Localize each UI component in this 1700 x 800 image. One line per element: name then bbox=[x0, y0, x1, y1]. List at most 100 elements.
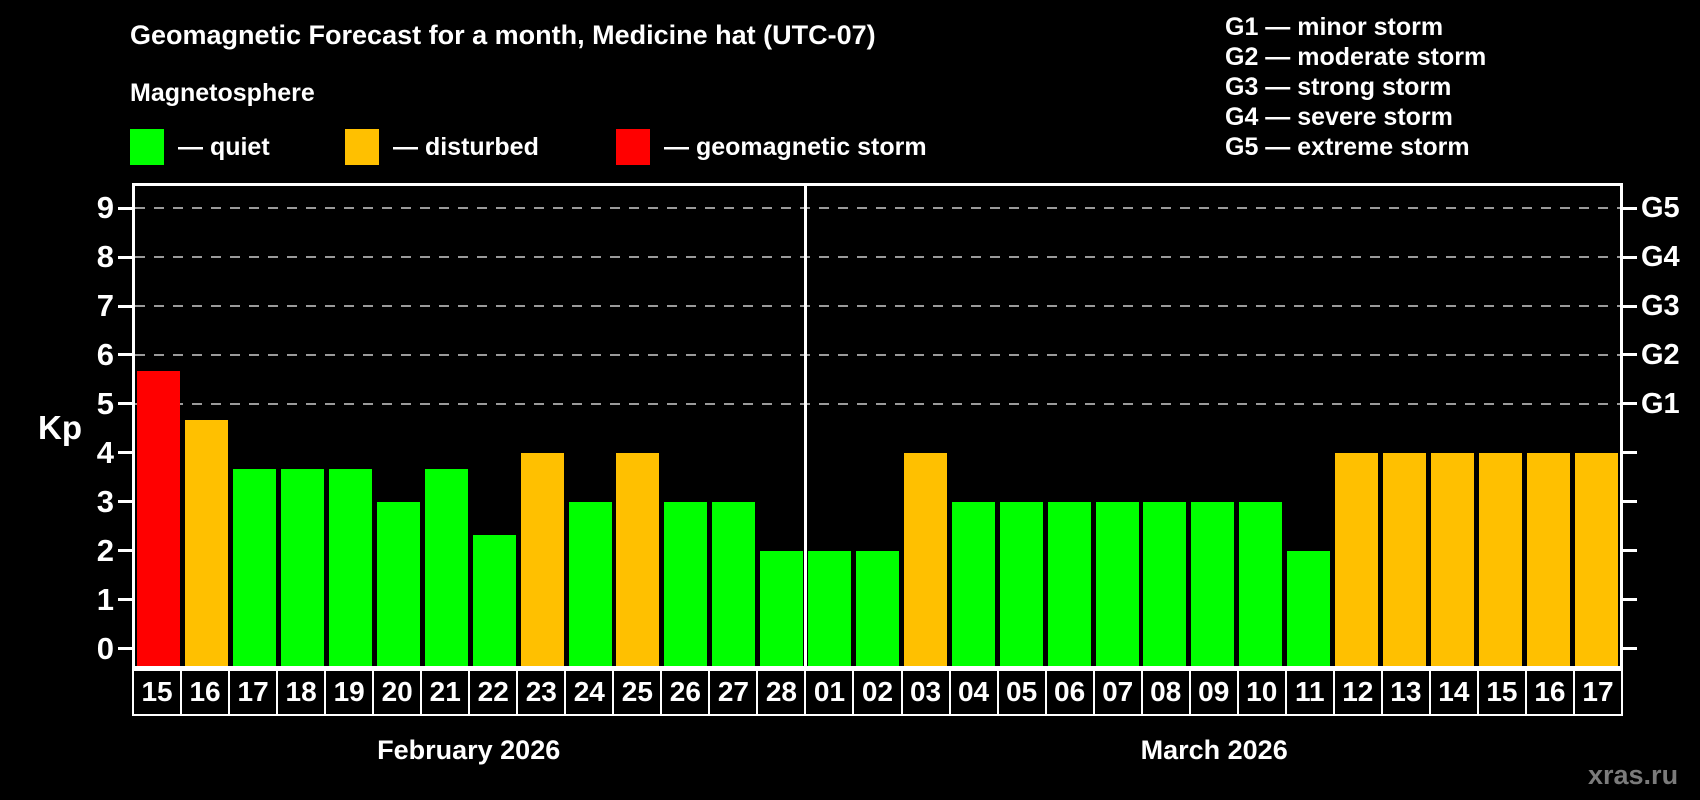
day-label-06: 06 bbox=[1044, 669, 1095, 716]
kp-bar-day-24 bbox=[568, 501, 612, 666]
kp-bar-day-15 bbox=[137, 371, 181, 666]
legend-item-storm: — geomagnetic storm bbox=[616, 129, 927, 165]
quiet-color-swatch bbox=[130, 129, 164, 165]
day-label-24: 24 bbox=[564, 669, 615, 716]
day-label-15: 15 bbox=[132, 669, 183, 716]
y-tick-left-3 bbox=[118, 500, 132, 504]
kp-bar-day-25 bbox=[616, 452, 660, 666]
kp-bar-day-28 bbox=[760, 550, 804, 666]
y-tick-left-7 bbox=[118, 304, 132, 308]
kp-bar-day-26 bbox=[664, 501, 708, 666]
g3-legend-line: G3 — strong storm bbox=[1225, 73, 1452, 101]
kp-bar-day-15 bbox=[1478, 452, 1522, 666]
day-label-12: 12 bbox=[1332, 669, 1383, 716]
g1-legend-line: G1 — minor storm bbox=[1225, 13, 1444, 41]
g2-legend-line: G2 — moderate storm bbox=[1225, 43, 1487, 71]
kp-bar-day-20 bbox=[376, 501, 420, 666]
watermark: xras.ru bbox=[1588, 760, 1679, 790]
day-label-07: 07 bbox=[1092, 669, 1143, 716]
kp-bar-day-08 bbox=[1143, 501, 1187, 666]
y-axis-title: Kp bbox=[38, 409, 82, 446]
kp-bar-day-22 bbox=[472, 534, 516, 666]
storm-color-swatch bbox=[616, 129, 650, 165]
day-label-17: 17 bbox=[228, 669, 279, 716]
y-tick-right-2 bbox=[1623, 549, 1637, 553]
kp-bar-day-23 bbox=[520, 452, 564, 666]
y-tick-left-0 bbox=[118, 647, 132, 651]
magnetosphere-label: Magnetosphere bbox=[130, 79, 315, 107]
day-label-01: 01 bbox=[804, 669, 855, 716]
y-tick-left-6 bbox=[118, 353, 132, 357]
day-label-16: 16 bbox=[180, 669, 231, 716]
day-label-04: 04 bbox=[948, 669, 999, 716]
kp-bar-day-14 bbox=[1430, 452, 1474, 666]
kp-bar-day-06 bbox=[1047, 501, 1091, 666]
day-label-15: 15 bbox=[1476, 669, 1527, 716]
g4-legend-line: G4 — severe storm bbox=[1225, 103, 1453, 131]
legend-storm-label: — geomagnetic storm bbox=[664, 132, 927, 161]
y-tick-label-3: 3 bbox=[96, 483, 114, 519]
y-tick-right-6 bbox=[1623, 353, 1637, 357]
legend-item-disturbed: — disturbed bbox=[345, 129, 539, 165]
kp-bar-day-21 bbox=[424, 469, 468, 666]
kp-bar-day-12 bbox=[1335, 452, 1379, 666]
right-axis-label-G5: G5 bbox=[1641, 192, 1680, 225]
day-label-18: 18 bbox=[276, 669, 327, 716]
y-tick-label-1: 1 bbox=[96, 581, 114, 617]
y-tick-left-8 bbox=[118, 255, 132, 259]
gridline-kp7 bbox=[135, 305, 1620, 307]
y-tick-right-0 bbox=[1623, 647, 1637, 651]
day-label-05: 05 bbox=[996, 669, 1047, 716]
kp-bar-day-03 bbox=[903, 452, 947, 666]
kp-bar-day-13 bbox=[1382, 452, 1426, 666]
right-axis-label-G1: G1 bbox=[1641, 387, 1680, 420]
day-label-03: 03 bbox=[900, 669, 951, 716]
kp-bar-day-10 bbox=[1239, 501, 1283, 666]
y-tick-left-9 bbox=[118, 206, 132, 210]
right-axis-label-G4: G4 bbox=[1641, 241, 1680, 274]
y-tick-left-1 bbox=[118, 598, 132, 602]
gridline-kp5 bbox=[135, 402, 1620, 405]
kp-bar-day-07 bbox=[1095, 501, 1139, 666]
day-label-26: 26 bbox=[660, 669, 711, 716]
y-tick-label-7: 7 bbox=[96, 288, 114, 323]
day-label-21: 21 bbox=[420, 669, 471, 716]
g-scale-legend: G1 — minor storm G2 — moderate storm G3 … bbox=[1225, 12, 1486, 162]
kp-bar-day-05 bbox=[999, 501, 1043, 666]
y-tick-right-8 bbox=[1623, 255, 1637, 259]
day-label-14: 14 bbox=[1428, 669, 1479, 716]
kp-bar-day-16 bbox=[1526, 452, 1570, 666]
y-tick-label-6: 6 bbox=[96, 336, 114, 372]
day-label-25: 25 bbox=[612, 669, 663, 716]
g5-legend-line: G5 — extreme storm bbox=[1225, 133, 1470, 161]
y-tick-label-8: 8 bbox=[96, 239, 114, 275]
y-tick-left-4 bbox=[118, 451, 132, 455]
day-label-10: 10 bbox=[1236, 669, 1287, 716]
disturbed-color-swatch bbox=[345, 129, 379, 165]
kp-bar-day-18 bbox=[281, 469, 325, 666]
legend-quiet-label: — quiet bbox=[178, 132, 270, 161]
day-label-08: 08 bbox=[1140, 669, 1191, 716]
month-label-march: March 2026 bbox=[1140, 735, 1288, 765]
day-label-19: 19 bbox=[324, 669, 375, 716]
y-tick-right-7 bbox=[1623, 304, 1637, 308]
month-separator-line bbox=[804, 186, 808, 666]
y-tick-right-9 bbox=[1623, 206, 1637, 210]
day-label-17: 17 bbox=[1572, 669, 1623, 716]
kp-bar-day-19 bbox=[329, 469, 373, 666]
y-tick-right-1 bbox=[1623, 598, 1637, 602]
legend-disturbed-label: — disturbed bbox=[393, 132, 539, 161]
gridline-kp6 bbox=[135, 353, 1620, 356]
y-tick-label-9: 9 bbox=[96, 190, 114, 226]
kp-bar-day-09 bbox=[1191, 501, 1235, 666]
plot-area bbox=[132, 183, 1623, 669]
y-tick-left-2 bbox=[118, 549, 132, 553]
gridline-kp9 bbox=[135, 207, 1620, 210]
kp-bar-day-11 bbox=[1287, 550, 1331, 666]
x-axis-day-labels: 15 16 17 18 19 20 21 22 23 24 25 26 27 28 01 02 03 04 05 06… bbox=[132, 669, 1623, 716]
day-label-11: 11 bbox=[1284, 669, 1335, 716]
day-label-09: 09 bbox=[1188, 669, 1239, 716]
day-label-02: 02 bbox=[852, 669, 903, 716]
kp-bar-day-04 bbox=[951, 501, 995, 666]
